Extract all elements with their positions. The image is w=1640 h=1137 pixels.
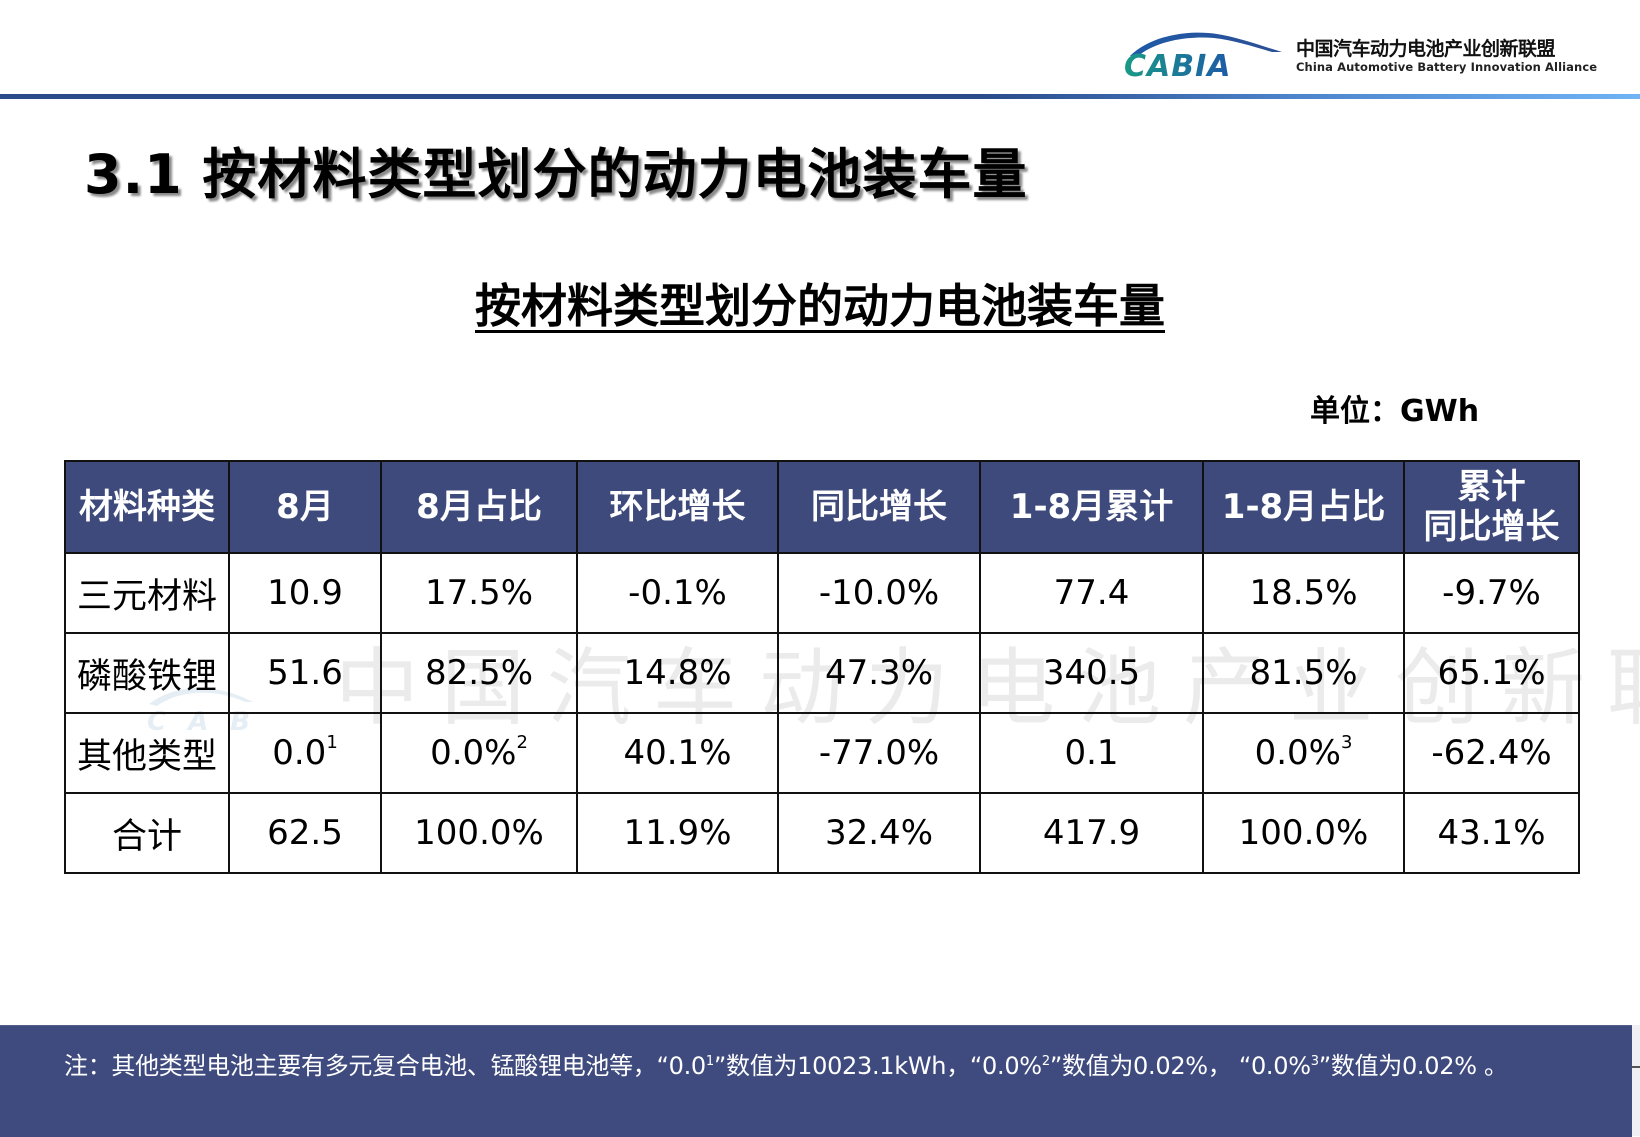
cell-yoy-growth: 32.4% (777, 792, 981, 874)
cell-material-type: 三元材料 (64, 552, 230, 634)
svg-text:CABIA: CABIA (1124, 49, 1231, 80)
footnote-marker-1: 1 (326, 732, 338, 753)
section-title: 3.1 按材料类型划分的动力电池装车量 (84, 143, 1028, 206)
cell-mom-growth: 14.8% (576, 632, 779, 714)
cell-august: 62.5 (228, 792, 382, 874)
cell-ytd-share: 0.0%3 (1202, 712, 1405, 794)
material-type-table: 材料种类 8月 8月占比 环比增长 同比增长 1-8月累计 1-8月占比 累计 … (64, 460, 1580, 874)
cell-ytd-yoy-growth: 65.1% (1403, 632, 1580, 714)
cell-august-share: 100.0% (380, 792, 578, 874)
cell-ytd-total: 417.9 (979, 792, 1204, 874)
slide-edge (1632, 1025, 1640, 1136)
cabia-logo-icon: CABIA (1124, 32, 1282, 80)
col-header-yoy-growth: 同比增长 (777, 460, 981, 554)
col-header-ytd-total: 1-8月累计 (979, 460, 1204, 554)
cell-material-type: 其他类型 (64, 712, 230, 794)
cell-august: 10.9 (228, 552, 382, 634)
table-row-total: 合计 62.5 100.0% 11.9% 32.4% 417.9 100.0% … (64, 792, 1580, 874)
footer-note: 注：其他类型电池主要有多元复合电池、锰酸锂电池等，“0.01”数值为10023.… (64, 1046, 1508, 1081)
cell-ytd-total: 0.1 (979, 712, 1204, 794)
cell-ytd-yoy-growth: -62.4% (1403, 712, 1580, 794)
cell-august-share: 17.5% (380, 552, 578, 634)
footer-sup-1: 1 (705, 1054, 714, 1069)
cell-material-type: 磷酸铁锂 (64, 632, 230, 714)
cell-ytd-share: 18.5% (1202, 552, 1405, 634)
cell-value: 0.0 (272, 733, 327, 773)
org-name: 中国汽车动力电池产业创新联盟 China Automotive Battery … (1296, 38, 1597, 74)
cell-yoy-growth: -10.0% (777, 552, 981, 634)
col-header-ytd-yoy-line2: 同比增长 (1423, 507, 1560, 547)
cell-mom-growth: -0.1% (576, 552, 779, 634)
footer-note-bar: 注：其他类型电池主要有多元复合电池、锰酸锂电池等，“0.01”数值为10023.… (0, 1025, 1632, 1137)
table-row: 三元材料 10.9 17.5% -0.1% -10.0% 77.4 18.5% … (64, 552, 1580, 634)
footer-sup-2: 2 (1041, 1054, 1050, 1069)
header-divider-bar (0, 94, 1640, 99)
col-header-august-share: 8月占比 (380, 460, 578, 554)
cell-value: 0.0% (1254, 733, 1341, 773)
cell-mom-growth: 40.1% (576, 712, 779, 794)
unit-label: 单位：GWh (1310, 394, 1480, 429)
cell-yoy-growth: -77.0% (777, 712, 981, 794)
cell-august: 0.01 (228, 712, 382, 794)
org-name-en: China Automotive Battery Innovation Alli… (1296, 60, 1598, 74)
slide-edge-tick (1632, 1066, 1640, 1068)
cell-ytd-share: 81.5% (1202, 632, 1405, 714)
col-header-ytd-share: 1-8月占比 (1202, 460, 1405, 554)
table-title-text: 按材料类型划分的动力电池装车量 (475, 279, 1165, 333)
col-header-mom-growth: 环比增长 (576, 460, 779, 554)
footer-note-part4: ”数值为0.02% 。 (1318, 1052, 1508, 1080)
footnote-marker-2: 2 (516, 732, 528, 753)
cell-ytd-total: 77.4 (979, 552, 1204, 634)
footnote-marker-3: 3 (1340, 732, 1353, 753)
col-header-material-type: 材料种类 (64, 460, 230, 554)
cell-mom-growth: 11.9% (576, 792, 779, 874)
table-row: 其他类型 0.01 0.0%2 40.1% -77.0% 0.1 0.0%3 -… (64, 712, 1580, 794)
cabia-logo: CABIA (1122, 26, 1282, 80)
table-row: 磷酸铁锂 51.6 82.5% 14.8% 47.3% 340.5 81.5% … (64, 632, 1580, 714)
col-header-ytd-yoy-growth: 累计 同比增长 (1403, 460, 1580, 554)
cell-ytd-yoy-growth: 43.1% (1403, 792, 1580, 874)
cell-value: 0.0% (430, 733, 517, 773)
cell-august: 51.6 (228, 632, 382, 714)
cell-august-share: 82.5% (380, 632, 578, 714)
table-title: 按材料类型划分的动力电池装车量 (0, 270, 1640, 336)
footer-sup-3: 3 (1310, 1054, 1319, 1069)
org-name-cn: 中国汽车动力电池产业创新联盟 (1296, 38, 1556, 60)
cell-august-share: 0.0%2 (380, 712, 578, 794)
footer-note-part1: 注：其他类型电池主要有多元复合电池、锰酸锂电池等，“0.0 (64, 1052, 706, 1080)
col-header-ytd-yoy-line1: 累计 (1457, 467, 1526, 507)
cell-material-type: 合计 (64, 792, 230, 874)
cell-ytd-share: 100.0% (1202, 792, 1405, 874)
cell-ytd-yoy-growth: -9.7% (1403, 552, 1580, 634)
footer-note-part3: ”数值为0.02%， “0.0% (1049, 1052, 1311, 1080)
footer-note-part2: ”数值为10023.1kWh，“0.0% (713, 1052, 1042, 1080)
table-header-row: 材料种类 8月 8月占比 环比增长 同比增长 1-8月累计 1-8月占比 累计 … (64, 460, 1580, 554)
cell-ytd-total: 340.5 (979, 632, 1204, 714)
cell-yoy-growth: 47.3% (777, 632, 981, 714)
col-header-august: 8月 (228, 460, 382, 554)
